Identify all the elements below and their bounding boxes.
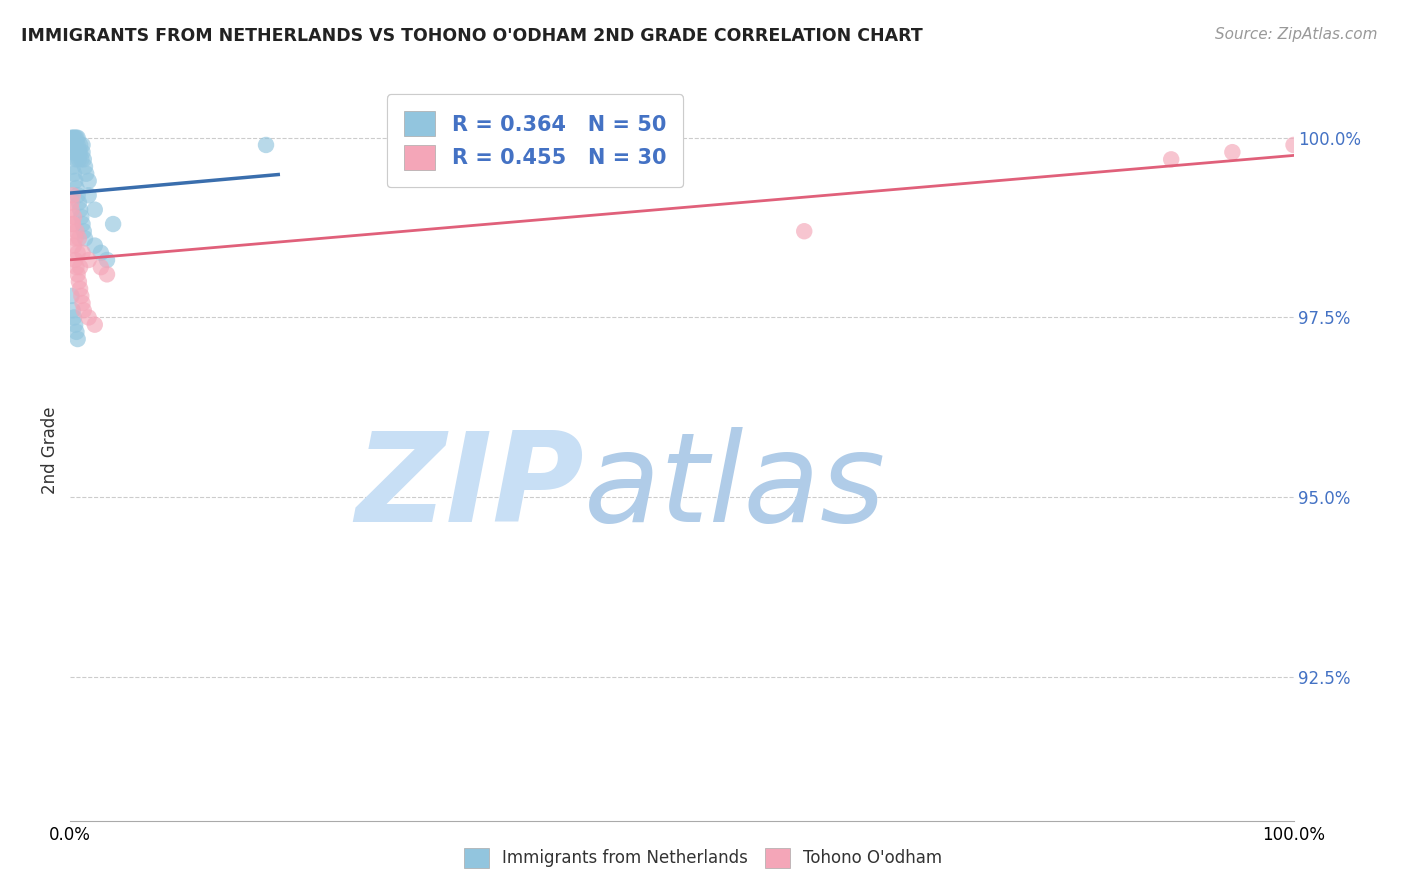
Point	[77, 310, 100, 325]
Point	[62, 160, 84, 174]
Point	[69, 145, 91, 160]
Point	[63, 130, 86, 145]
Point	[63, 318, 86, 332]
Point	[73, 160, 96, 174]
Point	[62, 145, 84, 160]
Point	[72, 217, 94, 231]
Point	[66, 332, 89, 346]
Point	[83, 202, 105, 217]
Point	[66, 188, 89, 202]
Point	[77, 174, 100, 188]
Point	[63, 231, 86, 245]
Point	[63, 210, 86, 224]
Point	[72, 138, 94, 153]
Text: IMMIGRANTS FROM NETHERLANDS VS TOHONO O'ODHAM 2ND GRADE CORRELATION CHART: IMMIGRANTS FROM NETHERLANDS VS TOHONO O'…	[21, 27, 922, 45]
Point	[60, 138, 83, 153]
Point	[65, 130, 87, 145]
Point	[63, 130, 86, 145]
Point	[1282, 138, 1305, 153]
Point	[70, 210, 93, 224]
Point	[65, 145, 87, 160]
Point	[63, 238, 86, 252]
Point	[90, 245, 112, 260]
Point	[101, 217, 124, 231]
Point	[66, 138, 89, 153]
Point	[65, 224, 87, 238]
Point	[67, 231, 90, 245]
Point	[65, 181, 87, 195]
Point	[63, 252, 86, 267]
Point	[73, 231, 96, 245]
Text: Source: ZipAtlas.com: Source: ZipAtlas.com	[1215, 27, 1378, 42]
Point	[62, 217, 84, 231]
Point	[60, 195, 83, 210]
Point	[83, 238, 105, 252]
Point	[72, 245, 94, 260]
Point	[62, 138, 84, 153]
Point	[62, 217, 84, 231]
Point	[62, 130, 84, 145]
Point	[96, 268, 118, 282]
Point	[72, 296, 94, 310]
Point	[67, 145, 90, 160]
Point	[62, 188, 84, 202]
Point	[69, 202, 91, 217]
Point	[63, 138, 86, 153]
Point	[73, 303, 96, 318]
Point	[90, 260, 112, 275]
Point	[65, 153, 87, 167]
Text: ZIP: ZIP	[356, 427, 583, 548]
Point	[67, 153, 90, 167]
Point	[69, 260, 91, 275]
Text: atlas: atlas	[583, 427, 886, 548]
Point	[793, 224, 815, 238]
Point	[75, 167, 97, 181]
Point	[66, 130, 89, 145]
Point	[70, 153, 93, 167]
Point	[67, 195, 90, 210]
Point	[60, 130, 83, 145]
Point	[1220, 145, 1243, 160]
Point	[63, 138, 86, 153]
Point	[1160, 153, 1182, 167]
Point	[77, 188, 100, 202]
Point	[69, 138, 91, 153]
Point	[73, 224, 96, 238]
Point	[72, 145, 94, 160]
Point	[63, 145, 86, 160]
Point	[70, 289, 93, 303]
Y-axis label: 2nd Grade: 2nd Grade	[41, 407, 59, 494]
Point	[66, 268, 89, 282]
Point	[60, 202, 83, 217]
Point	[254, 138, 277, 153]
Point	[65, 260, 87, 275]
Point	[66, 245, 89, 260]
Point	[63, 310, 86, 325]
Point	[67, 275, 90, 289]
Point	[73, 153, 96, 167]
Legend: R = 0.364   N = 50, R = 0.455   N = 30: R = 0.364 N = 50, R = 0.455 N = 30	[387, 95, 683, 187]
Point	[62, 303, 84, 318]
Point	[69, 282, 91, 296]
Point	[65, 325, 87, 339]
Point	[63, 174, 86, 188]
Point	[77, 252, 100, 267]
Point	[83, 318, 105, 332]
Point	[96, 252, 118, 267]
Point	[63, 167, 86, 181]
Point	[60, 289, 83, 303]
Legend: Immigrants from Netherlands, Tohono O'odham: Immigrants from Netherlands, Tohono O'od…	[457, 841, 949, 875]
